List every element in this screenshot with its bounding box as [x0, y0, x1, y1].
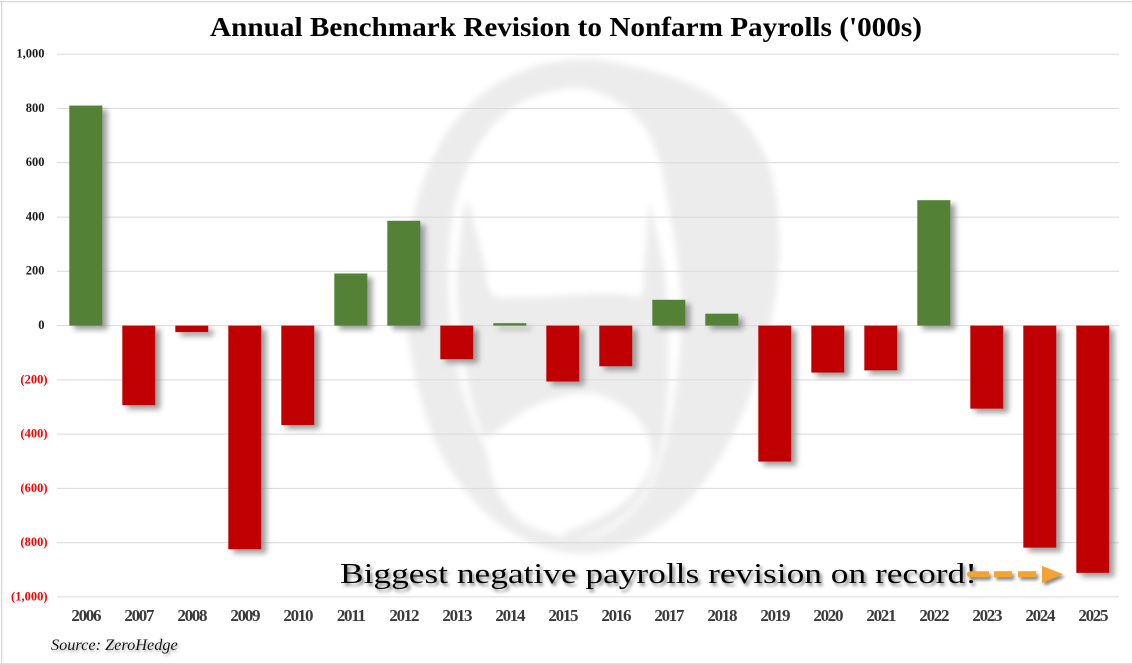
svg-text:0: 0 — [38, 318, 44, 332]
svg-text:2021: 2021 — [866, 606, 896, 625]
svg-text:2019: 2019 — [760, 606, 790, 625]
svg-text:2015: 2015 — [548, 606, 578, 625]
svg-text:2018: 2018 — [707, 606, 737, 625]
svg-text:2022: 2022 — [919, 606, 949, 625]
svg-text:Annual Benchmark Revision to N: Annual Benchmark Revision to Nonfarm Pay… — [210, 12, 922, 43]
svg-text:2009: 2009 — [230, 606, 260, 625]
svg-text:(600): (600) — [20, 481, 47, 495]
svg-text:2006: 2006 — [71, 606, 101, 625]
svg-text:2007: 2007 — [124, 606, 155, 625]
svg-text:400: 400 — [26, 210, 45, 224]
svg-text:(200): (200) — [20, 372, 47, 386]
svg-text:1,000: 1,000 — [16, 47, 44, 61]
svg-text:2013: 2013 — [442, 606, 472, 625]
svg-text:(800): (800) — [20, 535, 47, 549]
svg-text:2012: 2012 — [389, 606, 419, 625]
svg-text:2020: 2020 — [813, 606, 843, 625]
svg-text:2010: 2010 — [283, 606, 313, 625]
svg-text:2008: 2008 — [177, 606, 207, 625]
svg-text:2023: 2023 — [972, 606, 1002, 625]
svg-text:Biggest negative payrolls revi: Biggest negative payrolls revision on re… — [340, 559, 977, 590]
svg-text:2016: 2016 — [601, 606, 631, 625]
svg-text:2025: 2025 — [1078, 606, 1108, 625]
svg-text:200: 200 — [26, 264, 45, 278]
svg-text:2024: 2024 — [1025, 606, 1056, 625]
svg-text:2011: 2011 — [337, 606, 366, 625]
svg-text:(400): (400) — [20, 427, 47, 441]
svg-text:2017: 2017 — [654, 606, 685, 625]
svg-text:(1,000): (1,000) — [11, 589, 47, 603]
svg-text:800: 800 — [26, 101, 45, 115]
svg-text:Source: ZeroHedge: Source: ZeroHedge — [51, 635, 178, 654]
svg-text:2014: 2014 — [495, 606, 526, 625]
svg-text:600: 600 — [26, 155, 45, 169]
